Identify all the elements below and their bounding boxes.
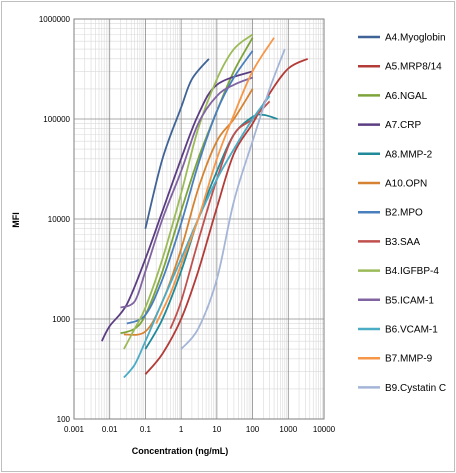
y-axis-title: MFI bbox=[11, 212, 21, 228]
legend-label-b3-saa: B3.SAA bbox=[385, 237, 420, 248]
x-tick-label: 0.001 bbox=[64, 425, 85, 434]
y-tick-label: 1000 bbox=[52, 315, 70, 324]
legend-label-a5-mrp8-14: A5.MRP8/14 bbox=[385, 62, 442, 73]
y-tick-label: 1000000 bbox=[39, 15, 71, 24]
legend-label-a6-ngal: A6.NGAL bbox=[385, 91, 428, 102]
x-tick-label: 10 bbox=[212, 425, 221, 434]
legend-label-a7-crp: A7.CRP bbox=[385, 120, 421, 131]
series-line-a4-myoglobin bbox=[144, 58, 210, 229]
legend-label-b2-mpo: B2.MPO bbox=[385, 208, 423, 219]
y-tick-label: 100000 bbox=[43, 115, 70, 124]
series-line-b4-igfbp-4 bbox=[123, 33, 254, 350]
x-tick-label: 1000 bbox=[279, 425, 297, 434]
legend-label-b5-icam-1: B5.ICAM-1 bbox=[385, 295, 434, 306]
series-line-a6-ngal bbox=[120, 37, 254, 335]
series-line-b2-mpo bbox=[126, 50, 254, 325]
legend-label-a10-opn: A10.OPN bbox=[385, 179, 427, 190]
x-tick-label: 100 bbox=[246, 425, 260, 434]
plot-area-border bbox=[73, 18, 325, 420]
legend-label-b4-igfbp-4: B4.IGFBP-4 bbox=[385, 266, 439, 277]
series-line-b6-vcam-1 bbox=[123, 95, 271, 379]
series-line-a7-crp bbox=[100, 70, 253, 342]
series-line-b7-mmp-9 bbox=[155, 37, 275, 324]
legend-label-b9-cystatin-c: B9.Cystatin C bbox=[385, 383, 446, 394]
x-axis-title: Concentration (ng/mL) bbox=[132, 446, 229, 456]
legend-label-a4-myoglobin: A4.Myoglobin bbox=[385, 33, 446, 44]
axis-layer: 0.001 0.01 0.1 1 10 100 1000 10000 100 1000 10000 1… bbox=[39, 15, 336, 434]
legend-label-b7-mmp-9: B7.MMP-9 bbox=[385, 354, 433, 365]
series-line-b9-cystatin-c bbox=[180, 48, 286, 350]
x-tick-label: 0.01 bbox=[102, 425, 118, 434]
series-line-a5-mrp8-14 bbox=[144, 57, 309, 375]
series-line-b5-icam-1 bbox=[120, 76, 253, 309]
series-line-a10-opn bbox=[123, 88, 254, 336]
y-tick-label: 100 bbox=[57, 415, 71, 424]
x-tick-label: 0.1 bbox=[140, 425, 152, 434]
x-tick-label: 1 bbox=[179, 425, 184, 434]
legend-label-a8-mmp-2: A8.MMP-2 bbox=[385, 149, 433, 160]
legend: A4.Myoglobin A5.MRP8/14 A6.NGAL A7.CRP A8.MM… bbox=[358, 33, 446, 394]
legend-label-b6-vcam-1: B6.VCAM-1 bbox=[385, 325, 438, 336]
y-tick-label: 10000 bbox=[48, 215, 71, 224]
x-tick-label: 10000 bbox=[313, 425, 336, 434]
series-layer bbox=[100, 33, 309, 379]
